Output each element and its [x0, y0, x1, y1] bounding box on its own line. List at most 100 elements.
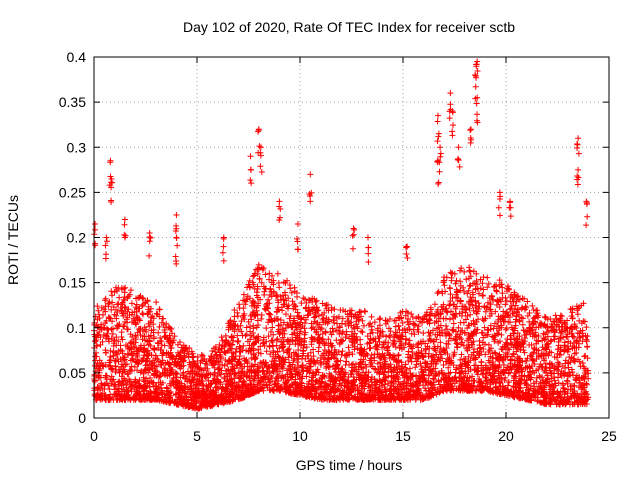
- data-point: [484, 331, 491, 338]
- data-point: [396, 332, 403, 339]
- data-point: [363, 363, 370, 370]
- data-point: [496, 361, 503, 368]
- data-point: [484, 284, 491, 291]
- data-point: [476, 375, 483, 382]
- data-point: [308, 341, 315, 348]
- data-point: [529, 357, 536, 364]
- data-point: [458, 351, 465, 358]
- data-point: [368, 386, 375, 393]
- data-point: [189, 377, 196, 384]
- data-point: [234, 309, 241, 316]
- data-point: [404, 374, 411, 381]
- data-point: [415, 340, 422, 347]
- data-point: [163, 320, 170, 327]
- data-point: [517, 346, 524, 353]
- data-point: [303, 384, 310, 391]
- data-point: [154, 311, 161, 318]
- data-point: [294, 353, 301, 360]
- data-point: [520, 327, 527, 334]
- data-point: [316, 379, 323, 386]
- data-point: [357, 349, 364, 356]
- data-point: [349, 337, 356, 344]
- data-point: [274, 335, 281, 342]
- data-point: [113, 334, 120, 341]
- data-point: [532, 393, 539, 400]
- data-point: [198, 351, 205, 358]
- data-point: [199, 372, 206, 379]
- data-point: [139, 356, 146, 363]
- data-point: [226, 318, 233, 325]
- data-point: [491, 320, 498, 327]
- data-point: [253, 289, 260, 296]
- data-point: [423, 309, 430, 316]
- data-point: [374, 342, 381, 349]
- data-point: [575, 375, 582, 382]
- data-point: [529, 367, 536, 374]
- data-point: [343, 358, 350, 365]
- data-point: [367, 330, 374, 337]
- data-point: [508, 291, 515, 298]
- data-point: [457, 319, 464, 326]
- data-point: [335, 327, 342, 334]
- data-point: [445, 330, 452, 337]
- data-point: [143, 353, 150, 360]
- data-point: [267, 285, 274, 292]
- data-point: [123, 384, 130, 391]
- data-point: [450, 327, 457, 334]
- data-point: [473, 310, 480, 317]
- data-point: [310, 335, 317, 342]
- data-point: [435, 318, 442, 325]
- data-point: [456, 310, 463, 317]
- data-point: [333, 315, 340, 322]
- data-point: [437, 339, 444, 346]
- data-point: [410, 326, 417, 333]
- data-point: [372, 385, 379, 392]
- data-point: [263, 370, 270, 377]
- data-point: [503, 297, 510, 304]
- data-point: [401, 378, 408, 385]
- data-point: [298, 300, 305, 307]
- data-point: [249, 297, 256, 304]
- data-point: [198, 357, 205, 364]
- data-point: [137, 369, 144, 376]
- data-point: [382, 339, 389, 346]
- data-point: [285, 302, 292, 309]
- data-point: [98, 392, 105, 399]
- data-point: [221, 374, 228, 381]
- data-point: [506, 346, 513, 353]
- data-point: [431, 319, 438, 326]
- data-point: [428, 393, 435, 400]
- data-point: [480, 286, 487, 293]
- data-point: [173, 353, 180, 360]
- data-point: [483, 374, 490, 381]
- data-point: [355, 374, 362, 381]
- data-point: [317, 326, 324, 333]
- data-point: [415, 323, 422, 330]
- data-point: [374, 369, 381, 376]
- data-point: [373, 381, 380, 388]
- data-point: [561, 388, 568, 395]
- data-point: [345, 318, 352, 325]
- data-point: [111, 338, 118, 345]
- data-point: [392, 385, 399, 392]
- data-point: [396, 344, 403, 351]
- data-point: [136, 385, 143, 392]
- data-point: [266, 276, 273, 283]
- data-point: [254, 365, 261, 372]
- data-point: [500, 389, 507, 396]
- data-point: [322, 302, 329, 309]
- data-point: [499, 369, 506, 376]
- data-point: [152, 395, 159, 402]
- data-point: [162, 334, 169, 341]
- data-point: [289, 338, 296, 345]
- data-point: [260, 367, 267, 374]
- data-point: [263, 338, 270, 345]
- data-point: [257, 296, 264, 303]
- data-point: [249, 279, 256, 286]
- data-point: [248, 366, 255, 373]
- data-point: [186, 359, 193, 366]
- data-point: [254, 311, 261, 318]
- data-point: [371, 375, 378, 382]
- data-point: [545, 340, 552, 347]
- data-point: [198, 404, 205, 411]
